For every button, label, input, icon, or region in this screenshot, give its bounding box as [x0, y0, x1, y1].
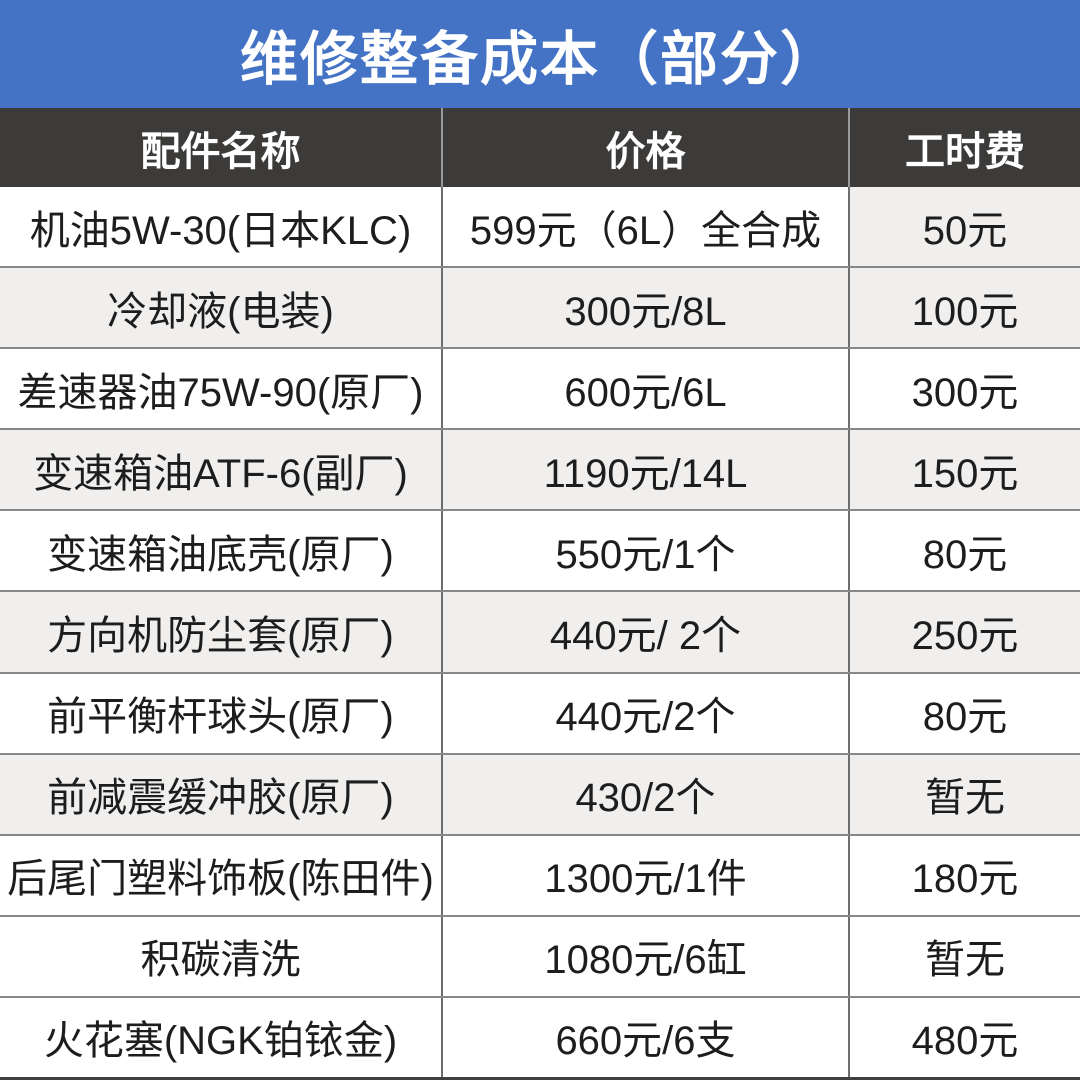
part-name-cell: 方向机防尘套(原厂): [0, 592, 443, 672]
table-row: 差速器油75W-90(原厂) 600元/6L 300元: [0, 347, 1080, 429]
price-cell: 1080元/6缸: [443, 916, 850, 996]
part-name-cell: 差速器油75W-90(原厂): [0, 349, 443, 429]
price-cell: 300元/8L: [443, 268, 850, 348]
price-cell: 599元（6L）全合成: [443, 187, 850, 267]
price-cell: 600元/6L: [443, 349, 850, 429]
price-cell: 430/2个: [443, 754, 850, 834]
price-cell: 440元/2个: [443, 673, 850, 753]
price-cell: 1190元/14L: [443, 430, 850, 510]
table-row: 冷却液(电装) 300元/8L 100元: [0, 266, 1080, 348]
table-row: 火花塞(NGK铂铱金) 660元/6支 480元: [0, 995, 1080, 1078]
table-row: 后尾门塑料饰板(陈田件) 1300元/1件 180元: [0, 833, 1080, 915]
part-name-cell: 前减震缓冲胶(原厂): [0, 754, 443, 834]
labor-fee-cell: 50元: [850, 187, 1080, 267]
part-name-cell: 后尾门塑料饰板(陈田件): [0, 835, 443, 915]
table-row: 变速箱油底壳(原厂) 550元/1个 80元: [0, 509, 1080, 591]
table-row: 前减震缓冲胶(原厂) 430/2个 暂无: [0, 752, 1080, 834]
labor-fee-cell: 180元: [850, 835, 1080, 915]
part-name-cell: 火花塞(NGK铂铱金): [0, 997, 443, 1078]
table-row: 积碳清洗 1080元/6缸 暂无: [0, 914, 1080, 996]
part-name-cell: 变速箱油ATF-6(副厂): [0, 430, 443, 510]
labor-fee-cell: 250元: [850, 592, 1080, 672]
table-row: 前平衡杆球头(原厂) 440元/2个 80元: [0, 671, 1080, 753]
table-row: 变速箱油ATF-6(副厂) 1190元/14L 150元: [0, 428, 1080, 510]
labor-fee-cell: 暂无: [850, 916, 1080, 996]
price-cell: 660元/6支: [443, 997, 850, 1078]
table-body: 机油5W-30(日本KLC) 599元（6L）全合成 50元 冷却液(电装) 3…: [0, 187, 1080, 1080]
labor-fee-cell: 80元: [850, 511, 1080, 591]
price-cell: 440元/ 2个: [443, 592, 850, 672]
labor-fee-cell: 暂无: [850, 754, 1080, 834]
title-banner: 维修整备成本（部分）: [0, 0, 1080, 108]
table-header-row: 配件名称 价格 工时费: [0, 108, 1080, 187]
labor-fee-cell: 100元: [850, 268, 1080, 348]
table-row: 方向机防尘套(原厂) 440元/ 2个 250元: [0, 590, 1080, 672]
part-name-cell: 变速箱油底壳(原厂): [0, 511, 443, 591]
part-name-cell: 积碳清洗: [0, 916, 443, 996]
labor-fee-cell: 80元: [850, 673, 1080, 753]
table-row: 机油5W-30(日本KLC) 599元（6L）全合成 50元: [0, 187, 1080, 267]
price-cell: 550元/1个: [443, 511, 850, 591]
price-cell: 1300元/1件: [443, 835, 850, 915]
part-name-cell: 前平衡杆球头(原厂): [0, 673, 443, 753]
labor-fee-cell: 300元: [850, 349, 1080, 429]
column-header-part-name: 配件名称: [0, 108, 443, 187]
page-title: 维修整备成本（部分）: [239, 27, 840, 92]
labor-fee-cell: 150元: [850, 430, 1080, 510]
column-header-labor-fee: 工时费: [905, 129, 1025, 174]
column-header-price: 价格: [443, 108, 850, 187]
part-name-cell: 冷却液(电装): [0, 268, 443, 348]
labor-fee-cell: 480元: [850, 997, 1080, 1078]
part-name-cell: 机油5W-30(日本KLC): [0, 187, 443, 267]
